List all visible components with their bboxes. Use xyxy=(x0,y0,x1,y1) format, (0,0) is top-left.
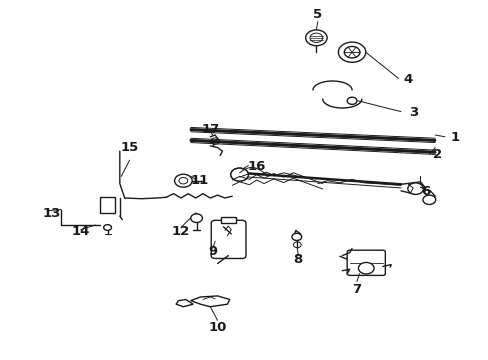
Text: 6: 6 xyxy=(420,185,429,198)
Circle shape xyxy=(305,30,326,46)
Circle shape xyxy=(179,177,187,184)
Circle shape xyxy=(291,233,301,240)
Text: 9: 9 xyxy=(208,245,217,258)
Text: 2: 2 xyxy=(432,148,441,161)
FancyBboxPatch shape xyxy=(346,250,385,275)
Text: 8: 8 xyxy=(293,253,302,266)
Polygon shape xyxy=(190,296,229,307)
Circle shape xyxy=(422,195,435,204)
Text: 3: 3 xyxy=(408,106,417,119)
Circle shape xyxy=(346,97,356,104)
Circle shape xyxy=(358,262,373,274)
Text: 5: 5 xyxy=(313,8,322,21)
Text: 4: 4 xyxy=(403,73,412,86)
Bar xyxy=(221,217,235,223)
Circle shape xyxy=(174,174,192,187)
Text: 12: 12 xyxy=(171,225,190,238)
Text: 1: 1 xyxy=(449,131,458,144)
Circle shape xyxy=(230,168,248,181)
Circle shape xyxy=(230,168,248,181)
Circle shape xyxy=(190,214,202,222)
Circle shape xyxy=(235,172,243,177)
Circle shape xyxy=(344,46,359,58)
Text: 17: 17 xyxy=(201,123,219,136)
Bar xyxy=(100,197,115,213)
Circle shape xyxy=(103,225,111,230)
Text: 16: 16 xyxy=(247,160,265,173)
Text: 11: 11 xyxy=(190,174,208,186)
FancyBboxPatch shape xyxy=(211,220,245,258)
Text: 14: 14 xyxy=(71,225,90,238)
Text: 10: 10 xyxy=(208,321,226,334)
Circle shape xyxy=(338,42,365,62)
Circle shape xyxy=(407,183,423,194)
Text: 15: 15 xyxy=(120,141,139,154)
Polygon shape xyxy=(176,300,193,307)
Text: 13: 13 xyxy=(42,207,61,220)
Text: 7: 7 xyxy=(352,283,361,296)
